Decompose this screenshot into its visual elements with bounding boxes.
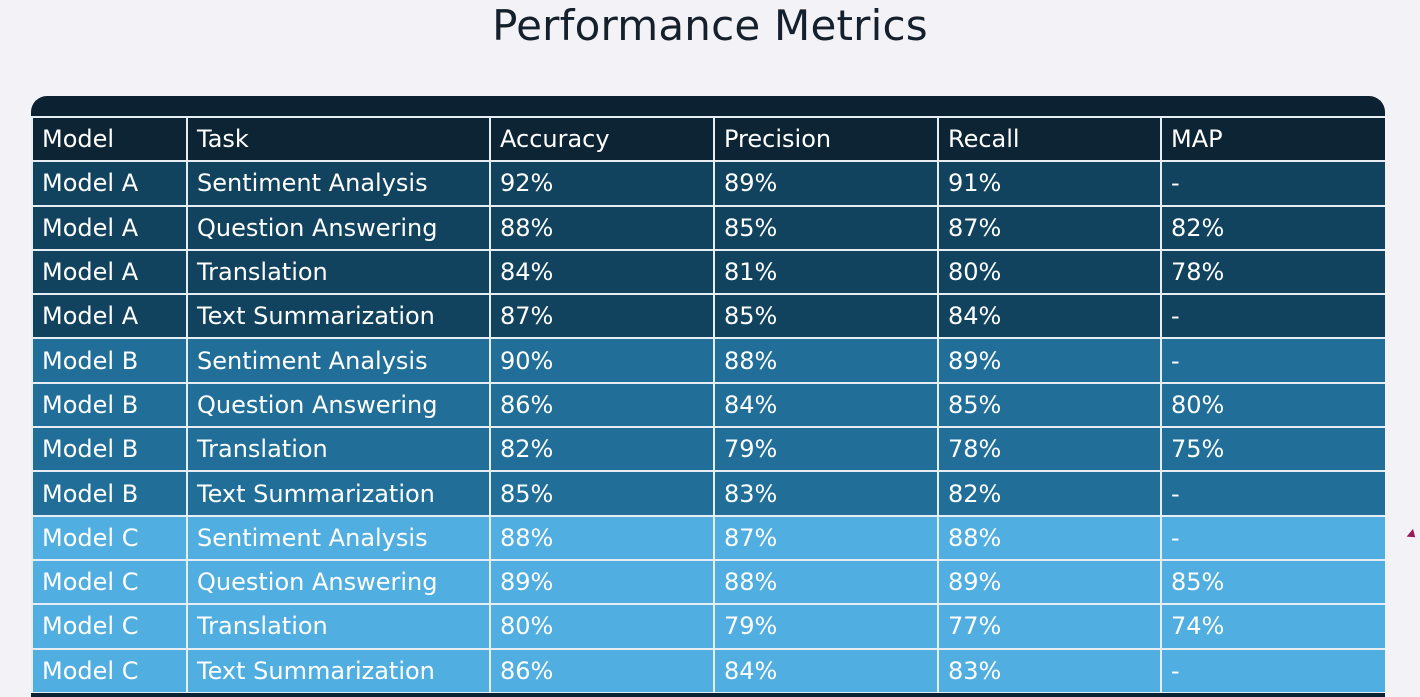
cell-model: Model C [31,514,188,561]
cell-model: Model B [31,337,188,384]
cell-map: 85% [1160,558,1385,606]
cell-model: Model B [31,381,188,429]
table-body: Model A Sentiment Analysis 92% 89% 91% -… [31,160,1385,694]
cell-map: - [1160,337,1385,384]
cell-recall: 84% [937,293,1162,340]
cell-precision: 83% [713,470,939,517]
cell-recall: 82% [937,470,1162,517]
cell-precision: 88% [713,558,939,606]
cell-recall: 85% [937,381,1162,429]
cell-precision: 89% [713,160,939,207]
column-header-model: Model [31,115,188,163]
cell-task: Translation [186,426,491,473]
cell-model: Model A [31,293,188,340]
cell-task: Text Summarization [186,293,491,340]
cell-recall: 87% [937,204,1162,251]
cell-map: 74% [1160,603,1385,650]
table-row: Model C Text Summarization 86% 84% 83% - [31,647,1385,694]
cell-accuracy: 90% [489,337,715,384]
cell-map: - [1160,160,1385,207]
column-header-precision: Precision [713,115,939,163]
cell-accuracy: 86% [489,381,715,429]
column-header-map: MAP [1160,115,1385,163]
table-row: Model C Translation 80% 79% 77% 74% [31,603,1385,650]
cell-map: - [1160,470,1385,517]
cell-accuracy: 86% [489,647,715,694]
table-row: Model A Sentiment Analysis 92% 89% 91% - [31,160,1385,207]
cell-task: Sentiment Analysis [186,337,491,384]
table-row: Model C Sentiment Analysis 88% 87% 88% - [31,514,1385,561]
cell-precision: 79% [713,426,939,473]
cell-accuracy: 92% [489,160,715,207]
cell-precision: 85% [713,293,939,340]
cell-accuracy: 82% [489,426,715,473]
mouse-cursor-icon [1406,528,1419,542]
cell-map: 82% [1160,204,1385,251]
cell-recall: 89% [937,337,1162,384]
cell-recall: 80% [937,248,1162,296]
table-row: Model A Text Summarization 87% 85% 84% - [31,293,1385,340]
table-row: Model B Translation 82% 79% 78% 75% [31,426,1385,473]
cell-task: Sentiment Analysis [186,514,491,561]
cell-map: - [1160,514,1385,561]
cell-task: Translation [186,603,491,650]
cell-accuracy: 88% [489,514,715,561]
cell-model: Model A [31,204,188,251]
cell-task: Sentiment Analysis [186,160,491,207]
table-footer-bar [31,693,1385,697]
cell-model: Model C [31,603,188,650]
metrics-table-container: Model Task Accuracy Precision Recall MAP… [31,96,1385,697]
cell-recall: 89% [937,558,1162,606]
cell-accuracy: 87% [489,293,715,340]
cell-task: Text Summarization [186,470,491,517]
cell-accuracy: 89% [489,558,715,606]
table-row: Model B Sentiment Analysis 90% 88% 89% - [31,337,1385,384]
column-header-task: Task [186,115,491,163]
cell-recall: 88% [937,514,1162,561]
cell-accuracy: 88% [489,204,715,251]
table-row: Model A Question Answering 88% 85% 87% 8… [31,204,1385,251]
cell-accuracy: 85% [489,470,715,517]
cell-map: 78% [1160,248,1385,296]
cell-task: Translation [186,248,491,296]
cell-accuracy: 84% [489,248,715,296]
cell-map: 75% [1160,426,1385,473]
cell-map: 80% [1160,381,1385,429]
cell-model: Model C [31,647,188,694]
cell-precision: 88% [713,337,939,384]
cell-task: Question Answering [186,381,491,429]
table-row: Model C Question Answering 89% 88% 89% 8… [31,558,1385,606]
page-title: Performance Metrics [492,1,928,50]
cell-map: - [1160,293,1385,340]
metrics-table: Model Task Accuracy Precision Recall MAP… [31,115,1385,694]
column-header-accuracy: Accuracy [489,115,715,163]
table-row: Model A Translation 84% 81% 80% 78% [31,248,1385,296]
cell-precision: 79% [713,603,939,650]
cell-model: Model A [31,248,188,296]
cell-recall: 77% [937,603,1162,650]
cell-recall: 83% [937,647,1162,694]
cell-task: Text Summarization [186,647,491,694]
cell-model: Model B [31,426,188,473]
table-row: Model B Text Summarization 85% 83% 82% - [31,470,1385,517]
cell-precision: 84% [713,381,939,429]
table-header-row: Model Task Accuracy Precision Recall MAP [31,115,1385,163]
cell-task: Question Answering [186,204,491,251]
cell-model: Model A [31,160,188,207]
cell-precision: 84% [713,647,939,694]
cell-map: - [1160,647,1385,694]
cell-precision: 85% [713,204,939,251]
cell-recall: 91% [937,160,1162,207]
table-row: Model B Question Answering 86% 84% 85% 8… [31,381,1385,429]
cell-recall: 78% [937,426,1162,473]
cell-accuracy: 80% [489,603,715,650]
cell-task: Question Answering [186,558,491,606]
cell-model: Model B [31,470,188,517]
column-header-recall: Recall [937,115,1162,163]
cell-precision: 81% [713,248,939,296]
cell-model: Model C [31,558,188,606]
cell-precision: 87% [713,514,939,561]
